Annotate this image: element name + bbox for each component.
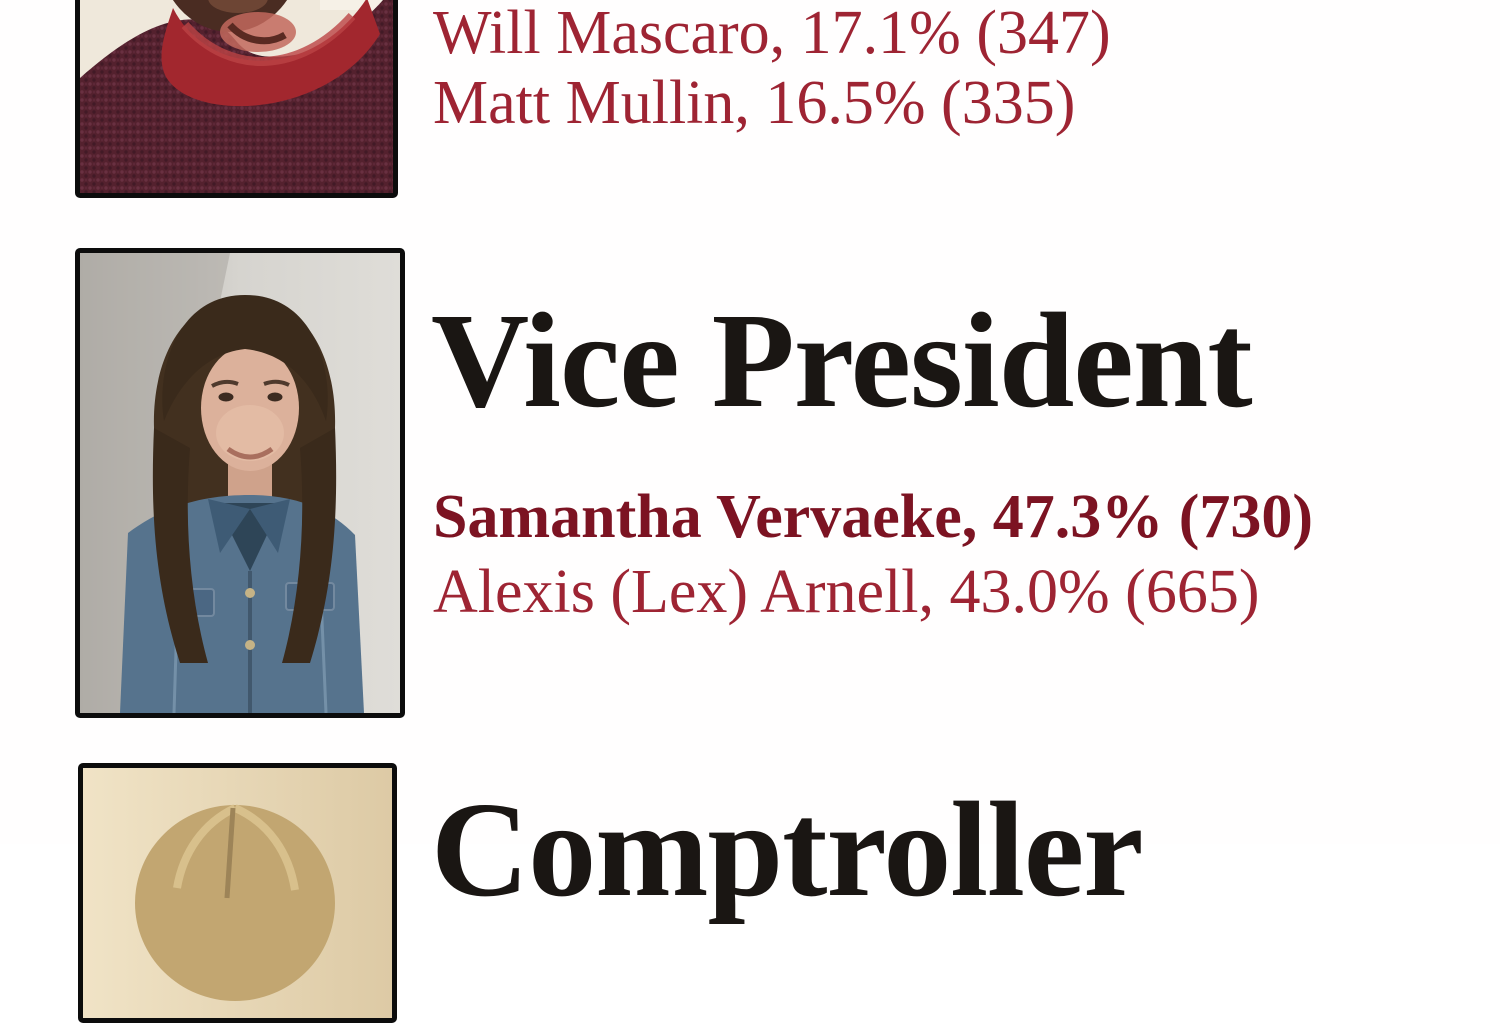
race-title-comptroller: Comptroller (431, 775, 1144, 925)
comptroller-candidate-photo (78, 763, 397, 1023)
vice-president-candidate-photo (75, 248, 405, 718)
candidate-result-matt-mullin: Matt Mullin, 16.5% (335) (433, 69, 1076, 137)
race-title-vice-president: Vice President (431, 286, 1253, 436)
vice-president-photo-illustration (80, 253, 400, 713)
candidate-result-alexis-arnell: Alexis (Lex) Arnell, 43.0% (665) (433, 558, 1260, 626)
election-results-article: Will Mascaro, 17.1% (347) Matt Mullin, 1… (75, 0, 1314, 1023)
candidate-result-will-mascaro: Will Mascaro, 17.1% (347) (433, 0, 1111, 67)
comptroller-photo-illustration (83, 768, 392, 1018)
president-results-list: Will Mascaro, 17.1% (347) Matt Mullin, 1… (433, 0, 1111, 138)
vice-president-results-list: Samantha Vervaeke, 47.3% (730) Alexis (L… (433, 480, 1313, 630)
president-candidate-photo (75, 0, 398, 198)
candidate-result-samantha-vervaeke: Samantha Vervaeke, 47.3% (730) (433, 483, 1314, 551)
president-photo-illustration (80, 0, 393, 193)
